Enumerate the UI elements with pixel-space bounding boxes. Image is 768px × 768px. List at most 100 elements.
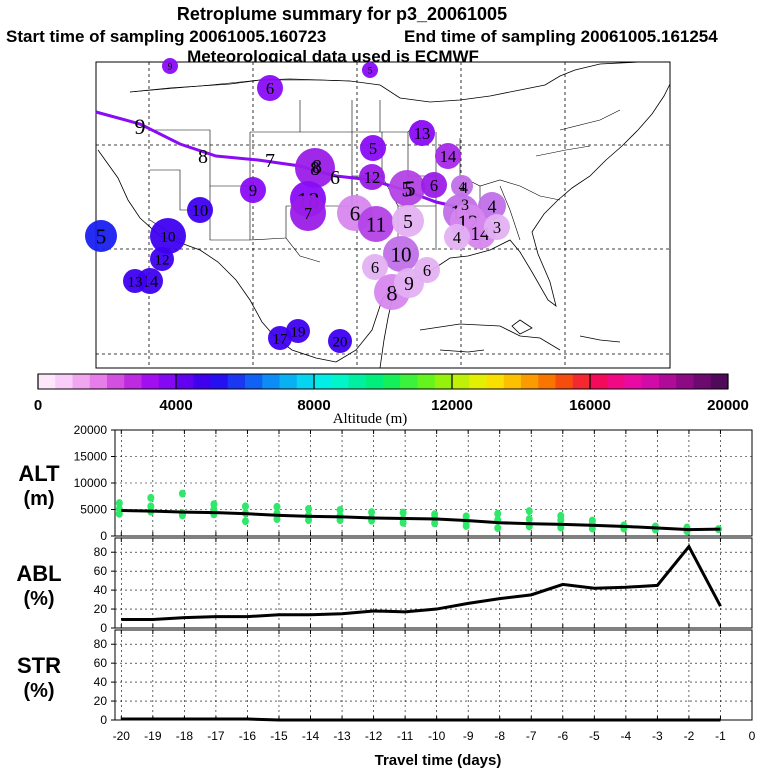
cluster-marker: 11: [358, 206, 394, 242]
colorbar-cell: [521, 374, 539, 389]
cluster-label: 11: [366, 213, 386, 237]
cluster-dot: [290, 195, 326, 231]
x-tick-label: -11: [397, 729, 414, 743]
y-tick-label: 80: [94, 637, 108, 651]
time-series-panels: 05000100001500020000ALT(m)020406080ABL(%…: [16, 423, 755, 768]
scatter-point: [241, 502, 249, 511]
x-tick-label: -14: [302, 729, 320, 743]
y-tick-label: 80: [94, 545, 108, 559]
scatter-point: [494, 509, 502, 518]
x-tick-label: -20: [113, 729, 131, 743]
scatter-point: [178, 489, 186, 498]
y-tick-label: 0: [100, 529, 107, 543]
cluster-label: 4: [488, 197, 497, 217]
colorbar-tick-label: 4000: [159, 397, 192, 414]
x-tick-label: -19: [144, 729, 162, 743]
x-tick-label: 0: [749, 729, 756, 743]
scatter-point: [273, 502, 281, 511]
x-tick-label: -2: [684, 729, 695, 743]
colorbar-cell: [72, 374, 91, 389]
y-axis-label: ALT: [18, 461, 60, 486]
cluster-dot: [392, 205, 424, 237]
cluster-marker: 8: [295, 148, 335, 188]
x-tick-label: -13: [333, 729, 351, 743]
cluster-dot: [484, 214, 510, 240]
scatter-point: [241, 517, 249, 526]
colorbar-cell: [107, 374, 125, 389]
x-tick-label: -17: [207, 729, 225, 743]
colorbar-cell: [383, 374, 401, 389]
cluster-label: 6: [266, 79, 274, 98]
x-tick-label: -12: [365, 729, 383, 743]
cluster-dot: [85, 220, 117, 252]
cluster-dot: [359, 164, 385, 190]
cluster-label: 6: [371, 258, 379, 277]
cluster-marker: 12: [359, 164, 385, 190]
colorbar-label: Altitude (m): [333, 411, 408, 427]
y-tick-label: 20: [94, 602, 108, 616]
trajectory-map: 9651351481256491871051012141361151341214…: [85, 58, 671, 369]
cluster-marker: 5: [362, 62, 378, 78]
cluster-label: 5: [368, 65, 373, 75]
title-meteo: Meteorological data used is ECMWF: [187, 47, 479, 66]
altitude-colorbar: 0 4000 8000 12000 16000 20000 Altitude (m): [34, 373, 749, 427]
x-tick-label: -10: [428, 729, 446, 743]
cluster-label: 3: [493, 218, 501, 237]
cluster-marker: 14: [435, 143, 461, 169]
cluster-marker: 9: [394, 268, 424, 298]
cluster-dot: [389, 170, 425, 206]
cluster-dot: [435, 143, 461, 169]
colorbar-tick-label: 12000: [431, 397, 473, 414]
scatter-point: [368, 508, 376, 517]
colorbar-cell: [227, 374, 246, 389]
cluster-marker: 4: [478, 192, 506, 220]
cluster-marker: 13: [409, 120, 435, 146]
scatter-point: [305, 516, 313, 525]
scatter-point: [399, 518, 407, 527]
x-axis-label: Travel time (days): [375, 752, 502, 768]
cluster-dot: [451, 175, 473, 197]
colorbar-cell: [503, 374, 522, 389]
y-tick-label: 20: [94, 694, 108, 708]
cluster-dot: [295, 148, 335, 188]
cluster-marker: 10: [383, 236, 419, 272]
colorbar-cell: [348, 374, 367, 389]
colorbar-cell: [693, 374, 712, 389]
cluster-dot: [150, 218, 186, 254]
colorbar-cell: [659, 374, 677, 389]
cluster-marker: 10: [187, 197, 213, 223]
colorbar-cell: [314, 374, 332, 389]
x-tick-label: -5: [589, 729, 600, 743]
y-tick-label: 15000: [74, 450, 108, 464]
trajectory-day-label: 4: [460, 180, 468, 197]
trajectory-day-label: 7: [265, 150, 275, 172]
colorbar-cell: [469, 374, 487, 389]
colorbar-cell: [607, 374, 625, 389]
cluster-label: 12: [364, 168, 381, 187]
y-axis-label: STR: [17, 653, 61, 678]
scatter-point: [273, 515, 281, 524]
cluster-label: 10: [161, 230, 176, 246]
cluster-label: 14: [440, 147, 457, 166]
colorbar-cell: [417, 374, 436, 389]
colorbar-tick-label: 20000: [707, 397, 749, 414]
cluster-marker: 13: [123, 269, 147, 293]
y-tick-label: 20000: [74, 423, 108, 437]
cluster-label: 17: [273, 332, 289, 348]
colorbar-cell: [158, 374, 177, 389]
colorbar-cell: [624, 374, 643, 389]
colorbar-cell: [245, 374, 263, 389]
trajectory-day-label: 5: [405, 176, 416, 201]
panel-abl: 0 20 40 60 80 ABL(%): [16, 537, 753, 635]
cluster-marker: 10: [150, 218, 186, 254]
scatter-point: [115, 499, 123, 508]
cluster-dot: [286, 319, 310, 343]
x-tick-label: -8: [494, 729, 505, 743]
cluster-dot: [421, 172, 447, 198]
colorbar-tick-label: 8000: [297, 397, 330, 414]
cluster-label: 5: [369, 139, 377, 158]
cluster-label: 6: [423, 261, 431, 280]
trajectory-day-label: 8: [312, 156, 322, 178]
x-tick-label: -7: [526, 729, 537, 743]
y-tick-label: 60: [94, 564, 108, 578]
